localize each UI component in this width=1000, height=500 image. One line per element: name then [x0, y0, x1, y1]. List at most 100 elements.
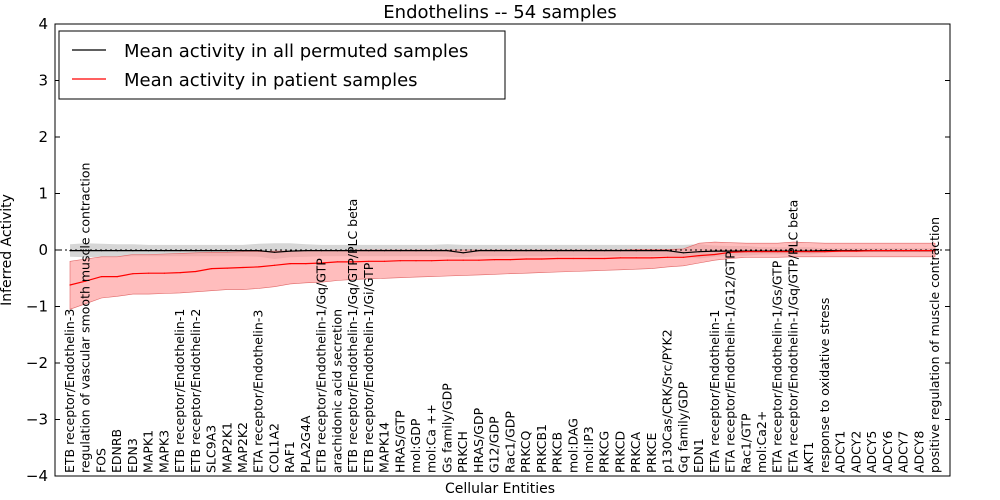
- x-category-label: PLA2G4A: [298, 415, 313, 473]
- x-category-label: ETB receptor/Endothelin-1/Gi/GTP: [361, 262, 376, 473]
- data-point: [132, 273, 134, 275]
- x-category-label: PRKCB1: [534, 424, 549, 473]
- x-category-label: ETA receptor/Endothelin-1/G12/GTP: [723, 251, 738, 473]
- x-category-label: ADCY7: [896, 431, 911, 473]
- data-point: [100, 250, 103, 252]
- x-category-label: ADCY5: [864, 431, 879, 473]
- x-category-label: PRKCB: [550, 432, 565, 473]
- data-point: [226, 267, 228, 269]
- y-axis-label: Inferred Activity: [0, 194, 15, 306]
- data-point: [289, 263, 291, 265]
- data-point: [69, 284, 71, 286]
- data-point: [667, 256, 669, 258]
- data-point: [85, 280, 87, 282]
- data-point: [195, 250, 197, 252]
- data-point: [478, 259, 480, 261]
- data-point: [446, 259, 449, 261]
- data-point: [729, 251, 732, 253]
- data-point: [525, 250, 527, 252]
- x-category-label: FOS: [94, 448, 109, 473]
- data-point: [714, 253, 716, 256]
- plot-frame: [54, 23, 951, 477]
- x-category-label: ADCY1: [833, 431, 848, 473]
- data-point: [163, 250, 165, 252]
- data-point: [336, 261, 338, 263]
- x-category-label: MAPK14: [377, 422, 392, 473]
- x-category-label: MAPK3: [156, 430, 171, 473]
- data-point: [226, 250, 228, 252]
- x-category-label: ETB receptor/Endothelin-1/Gq/GTP: [314, 258, 329, 473]
- data-point: [808, 251, 810, 253]
- data-point: [887, 250, 889, 252]
- data-point: [462, 259, 464, 261]
- data-point: [116, 276, 118, 278]
- x-category-label: HRAS/GDP: [471, 407, 486, 473]
- x-category-label: Rac1/GTP: [738, 413, 753, 473]
- x-category-label: PRKCA: [628, 432, 643, 473]
- data-point: [619, 250, 622, 252]
- data-point: [824, 250, 826, 252]
- data-point: [210, 268, 213, 270]
- data-point: [462, 252, 464, 254]
- data-point: [305, 263, 307, 265]
- x-category-label: mol:IP3: [581, 426, 596, 473]
- data-point: [604, 257, 606, 260]
- data-point: [85, 250, 87, 252]
- x-category-label: mol:Ca2+: [754, 411, 769, 473]
- data-point: [431, 250, 433, 252]
- x-category-label: PRKCD: [613, 431, 628, 473]
- data-point: [383, 250, 386, 252]
- x-category-label: p130Cas/CRK/Src/PYK2: [660, 329, 675, 473]
- data-point: [667, 250, 669, 252]
- x-category-label: SLC9A3: [204, 425, 219, 473]
- data-point: [195, 270, 197, 273]
- x-category-label: ETA receptor/Endothelin-1/Gq/GTP/PLC bet…: [786, 200, 801, 473]
- data-point: [651, 250, 653, 252]
- data-point: [619, 257, 622, 259]
- y-tick-label: 3: [38, 72, 48, 90]
- x-category-label: arachidonic acid secretion: [329, 309, 344, 473]
- x-category-label: MAP2K1: [219, 422, 234, 473]
- x-category-label: AKT1: [801, 442, 816, 473]
- x-category-label: mol:GDP: [408, 418, 423, 473]
- data-point: [258, 266, 260, 268]
- data-point: [321, 262, 323, 264]
- patient-mean-line: [69, 250, 935, 286]
- y-tick-label: −2: [26, 354, 48, 372]
- data-point: [509, 259, 511, 261]
- data-point: [509, 250, 511, 252]
- x-category-label: PRKCE: [644, 433, 659, 473]
- data-point: [729, 250, 732, 252]
- data-point: [163, 272, 165, 274]
- data-point: [556, 257, 559, 260]
- x-category-label: ETB receptor/Endothelin-2: [188, 309, 203, 473]
- data-point: [258, 250, 260, 252]
- x-category-label: ADCY8: [911, 431, 926, 473]
- data-point: [352, 250, 354, 252]
- x-category-label: ETB receptor/Endothelin-3: [62, 309, 77, 473]
- legend-label-permuted: Mean activity in all permuted samples: [124, 41, 468, 62]
- data-point: [824, 251, 826, 253]
- data-point: [635, 257, 637, 259]
- data-point: [698, 251, 700, 253]
- data-point: [588, 257, 590, 260]
- data-point: [383, 260, 386, 262]
- x-category-label: regulation of vascular smooth muscle con…: [78, 163, 93, 473]
- data-point: [871, 250, 873, 252]
- data-point: [289, 250, 291, 252]
- data-point: [745, 251, 747, 253]
- y-tick-label: 1: [38, 185, 48, 203]
- y-tick-label: −4: [26, 467, 48, 485]
- x-category-label: MAPK1: [141, 430, 156, 473]
- x-category-label: EDN1: [691, 438, 706, 473]
- data-point: [635, 250, 637, 252]
- y-tick-label: 4: [38, 15, 48, 33]
- x-category-label: Gq family/GDP: [675, 381, 690, 473]
- data-point: [855, 250, 858, 252]
- x-category-label: HRAS/GTP: [392, 410, 407, 473]
- data-point: [682, 252, 685, 254]
- data-point: [494, 259, 496, 261]
- x-category-label: EDN3: [125, 438, 140, 473]
- x-category-label: ADCY2: [848, 431, 863, 473]
- x-category-label: ETA receptor/Endothelin-1/Gs/GTP: [770, 260, 785, 473]
